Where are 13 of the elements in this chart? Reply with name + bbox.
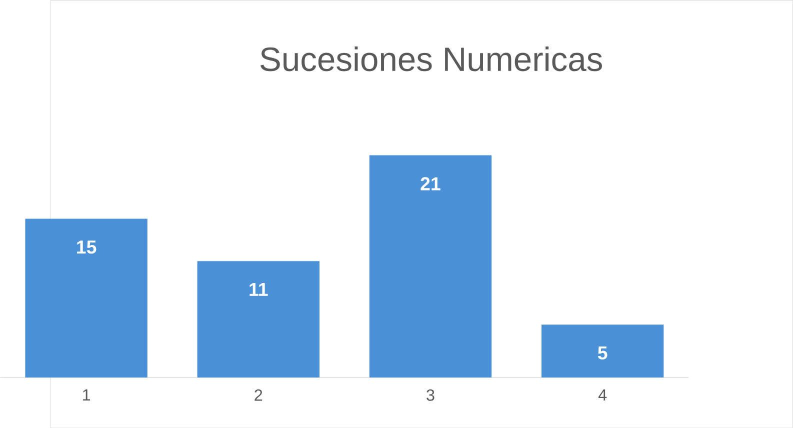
data-label: 21 xyxy=(420,177,440,190)
bar xyxy=(369,155,492,378)
bar xyxy=(25,218,148,378)
data-label: 11 xyxy=(250,282,268,296)
bar xyxy=(197,260,320,378)
bar xyxy=(541,324,664,378)
x-tick-label: 2 xyxy=(254,389,262,401)
x-tick-label: 3 xyxy=(426,389,434,401)
data-label: 5 xyxy=(598,346,608,360)
x-tick-label: 4 xyxy=(598,389,607,400)
chart-title: Sucesiones Numericas xyxy=(260,46,602,72)
x-tick-label: 1 xyxy=(83,389,90,400)
data-label: 15 xyxy=(77,240,96,254)
